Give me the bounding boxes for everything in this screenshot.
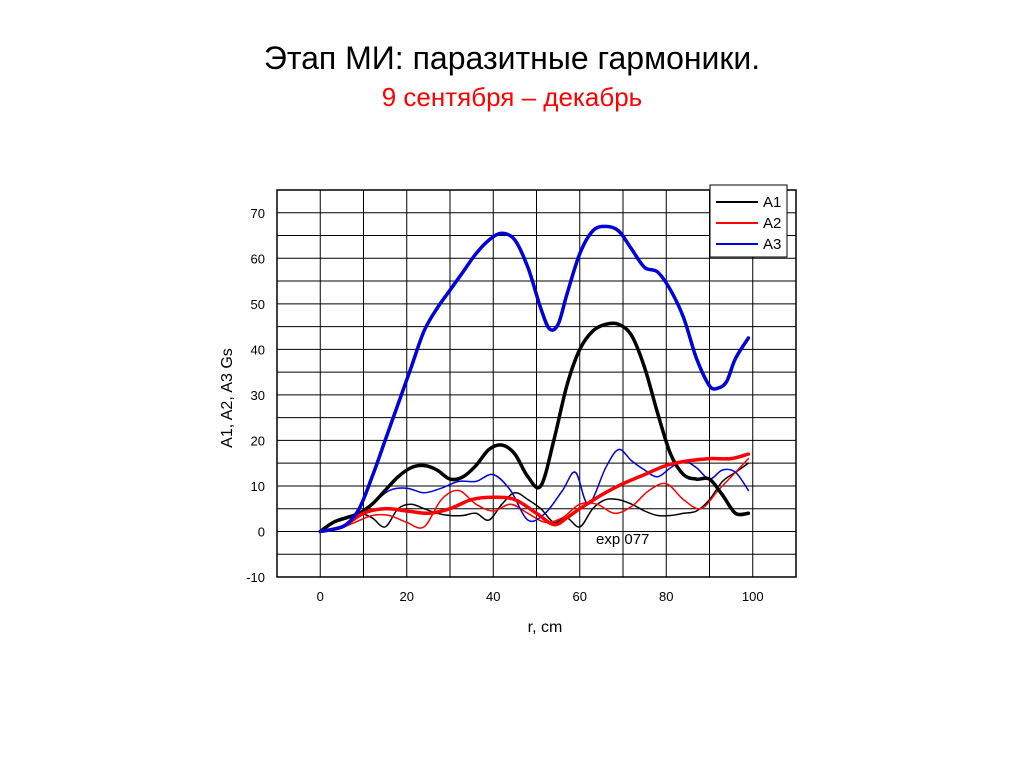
x-tick-label: 40	[486, 589, 500, 604]
x-tick-label: 100	[742, 589, 764, 604]
legend-label-a2: A2	[763, 215, 781, 232]
series-line-a1-thick	[318, 321, 751, 534]
y-tick-label: -10	[246, 570, 265, 585]
slide-title: Этап МИ: паразитные гармоники.	[263, 40, 761, 76]
x-tick-label: 80	[659, 589, 673, 604]
experiment-annotation: exp 077	[596, 531, 649, 548]
legend-label-a1: A1	[763, 194, 781, 211]
grid	[276, 189, 797, 578]
series-line-a3-thick	[318, 224, 751, 534]
series-line-a2-thick	[318, 452, 751, 534]
slide-subtitle: 9 сентября – декабрь	[381, 82, 643, 112]
y-tick-label: 40	[251, 342, 265, 357]
x-tick-label: 60	[573, 589, 587, 604]
x-tick-label: 20	[400, 589, 414, 604]
legend: A1 A2 A3	[709, 184, 788, 258]
y-tick-label: 10	[251, 479, 265, 494]
plot-frame	[276, 189, 797, 578]
y-tick-label: 70	[251, 206, 265, 221]
x-axis-label: r, cm	[528, 619, 563, 636]
series-line-a2-thin	[319, 457, 750, 533]
legend-label-a3: A3	[763, 236, 781, 253]
axis-ticks: 0 20 40 60 80 100 -10 0 10 20 30 40 50 60 70	[246, 206, 763, 604]
x-tick-label: 0	[317, 589, 324, 604]
y-tick-label: 30	[251, 388, 265, 403]
y-tick-label: 60	[251, 251, 265, 266]
y-tick-label: 20	[251, 433, 265, 448]
series-line-a1-thin	[319, 462, 750, 533]
y-tick-label: 0	[258, 524, 265, 539]
y-tick-label: 50	[251, 297, 265, 312]
y-axis-label: A1, A2, A3 Gs	[219, 348, 236, 448]
series-lines	[318, 224, 751, 534]
